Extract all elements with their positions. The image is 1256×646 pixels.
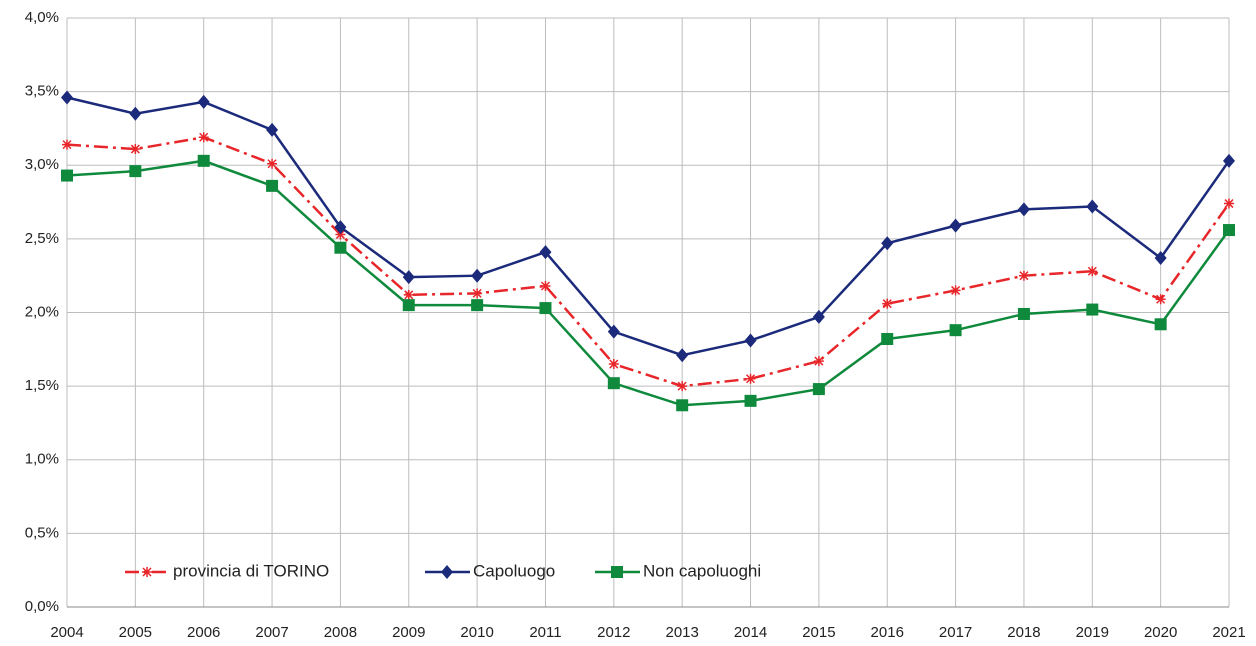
marker — [745, 373, 756, 384]
marker — [130, 144, 141, 155]
marker — [676, 399, 689, 412]
marker — [61, 169, 73, 182]
x-tick-label: 2005 — [119, 624, 152, 641]
marker — [949, 218, 962, 233]
legend-label: Capoluogo — [473, 561, 555, 580]
marker — [744, 333, 757, 348]
marker — [334, 241, 347, 254]
marker — [881, 333, 894, 346]
legend-marker — [611, 566, 623, 578]
marker — [540, 280, 551, 291]
y-tick-label: 1,5% — [25, 377, 59, 394]
y-tick-label: 0,0% — [25, 598, 59, 615]
marker — [402, 299, 415, 312]
marker — [881, 236, 894, 251]
marker — [1086, 303, 1099, 316]
marker — [1018, 270, 1029, 281]
series — [61, 154, 1235, 412]
marker — [744, 394, 757, 407]
marker — [949, 324, 962, 337]
x-tick-label: 2019 — [1076, 624, 1109, 641]
marker — [335, 229, 346, 240]
marker — [402, 270, 415, 285]
y-tick-label: 0,5% — [25, 524, 59, 541]
legend-item: Capoluogo — [425, 561, 555, 580]
x-tick-label: 2013 — [665, 624, 698, 641]
series — [61, 90, 1235, 363]
marker — [813, 356, 824, 367]
x-tick-label: 2020 — [1144, 624, 1177, 641]
x-tick-label: 2012 — [597, 624, 630, 641]
marker — [1224, 198, 1234, 209]
marker — [1017, 202, 1030, 217]
marker — [882, 298, 893, 309]
marker — [1223, 153, 1235, 168]
marker — [266, 179, 279, 192]
y-tick-label: 2,0% — [25, 303, 59, 320]
marker — [403, 289, 414, 300]
marker — [1017, 307, 1030, 320]
x-tick-label: 2015 — [802, 624, 835, 641]
y-tick-label: 3,0% — [25, 156, 59, 173]
marker — [1087, 266, 1098, 277]
x-tick-label: 2004 — [50, 624, 83, 641]
y-tick-label: 3,5% — [25, 83, 59, 100]
marker — [812, 383, 825, 396]
x-tick-label: 2016 — [871, 624, 904, 641]
legend-label: provincia di TORINO — [173, 561, 329, 580]
marker — [129, 165, 142, 178]
x-tick-label: 2010 — [460, 624, 493, 641]
marker — [677, 381, 688, 392]
series-line — [66, 96, 1231, 357]
y-tick-label: 1,0% — [25, 451, 59, 468]
marker — [539, 245, 552, 260]
marker — [334, 220, 347, 235]
marker — [812, 309, 825, 324]
marker — [129, 106, 142, 121]
marker — [1223, 224, 1235, 237]
marker — [608, 359, 619, 370]
x-tick-label: 2014 — [734, 624, 767, 641]
marker — [61, 90, 73, 105]
legend-item: provincia di TORINO — [125, 561, 329, 580]
x-tick-label: 2008 — [324, 624, 357, 641]
marker — [472, 288, 483, 299]
legend-label: Non capoluoghi — [643, 561, 761, 580]
marker — [607, 377, 620, 390]
marker — [676, 348, 689, 363]
marker — [950, 285, 961, 296]
x-tick-label: 2021 — [1212, 624, 1245, 641]
y-tick-label: 4,0% — [25, 9, 59, 26]
legend-marker — [142, 567, 152, 577]
series-line — [66, 135, 1231, 388]
marker — [267, 158, 278, 169]
series-line — [66, 159, 1231, 407]
marker — [197, 94, 210, 109]
x-tick-label: 2006 — [187, 624, 220, 641]
y-tick-label: 2,5% — [25, 230, 59, 247]
marker — [607, 324, 620, 339]
marker — [198, 132, 209, 143]
marker — [471, 299, 484, 312]
marker — [62, 139, 72, 150]
marker — [539, 302, 552, 315]
legend-item: Non capoluoghi — [595, 561, 761, 580]
marker — [266, 122, 279, 137]
legend-marker — [441, 565, 453, 579]
x-tick-label: 2007 — [255, 624, 288, 641]
x-tick-label: 2011 — [529, 624, 561, 641]
series — [62, 132, 1234, 392]
marker — [471, 268, 484, 283]
marker — [1154, 318, 1167, 331]
x-tick-label: 2017 — [939, 624, 972, 641]
marker — [1154, 251, 1167, 266]
x-tick-label: 2018 — [1007, 624, 1040, 641]
x-tick-label: 2009 — [392, 624, 425, 641]
marker — [1086, 199, 1099, 214]
marker — [1155, 294, 1166, 305]
marker — [197, 154, 210, 167]
